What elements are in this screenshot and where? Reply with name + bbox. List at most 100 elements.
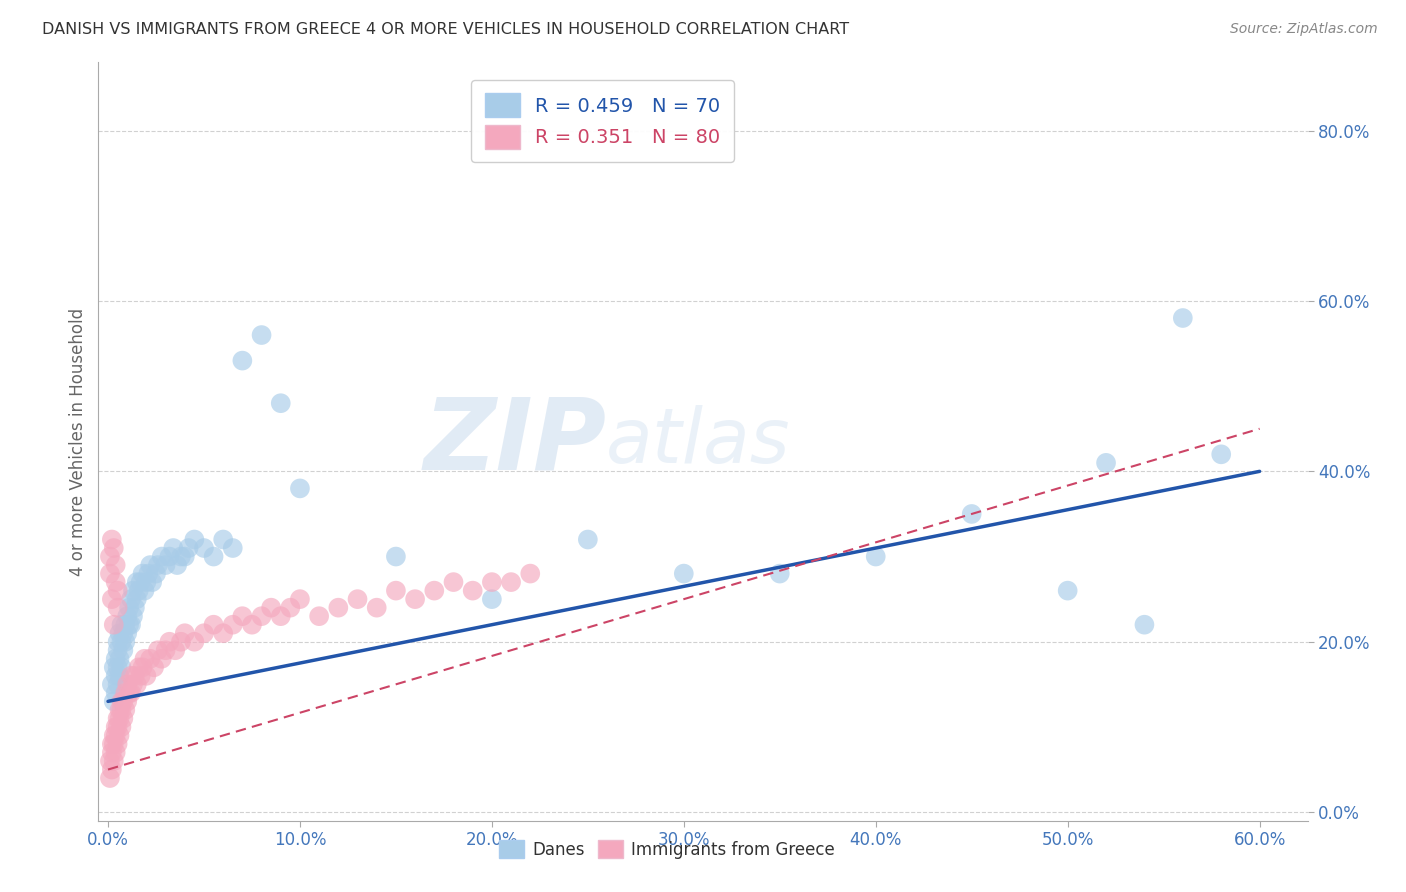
Point <box>108 703 131 717</box>
Point <box>114 617 136 632</box>
Point <box>128 660 150 674</box>
Point <box>134 583 156 598</box>
Point <box>103 737 125 751</box>
Point <box>135 575 157 590</box>
Point <box>143 660 166 674</box>
Point <box>131 566 153 581</box>
Point <box>107 660 129 674</box>
Point <box>114 703 136 717</box>
Point <box>270 609 292 624</box>
Point <box>129 669 152 683</box>
Point <box>104 652 127 666</box>
Point <box>104 558 127 572</box>
Point <box>120 686 142 700</box>
Point <box>107 583 129 598</box>
Point <box>202 549 225 564</box>
Legend: Danes, Immigrants from Greece: Danes, Immigrants from Greece <box>492 833 842 865</box>
Point <box>110 694 132 708</box>
Point <box>960 507 983 521</box>
Point <box>222 541 245 555</box>
Point <box>125 575 148 590</box>
Point <box>193 626 215 640</box>
Point <box>122 677 145 691</box>
Point <box>118 600 141 615</box>
Point <box>115 677 138 691</box>
Point <box>108 711 131 725</box>
Point <box>260 600 283 615</box>
Point <box>280 600 302 615</box>
Point <box>108 669 131 683</box>
Point <box>101 737 124 751</box>
Point <box>103 541 125 555</box>
Point <box>1095 456 1118 470</box>
Point <box>385 583 408 598</box>
Point <box>443 575 465 590</box>
Point <box>165 643 187 657</box>
Point <box>150 549 173 564</box>
Point <box>222 617 245 632</box>
Point <box>865 549 887 564</box>
Point <box>212 626 235 640</box>
Point <box>146 643 169 657</box>
Point <box>112 694 135 708</box>
Point <box>122 583 145 598</box>
Point <box>328 600 350 615</box>
Point <box>104 746 127 760</box>
Point <box>108 626 131 640</box>
Point <box>103 728 125 742</box>
Point <box>101 763 124 777</box>
Point <box>150 652 173 666</box>
Point <box>110 617 132 632</box>
Point <box>139 558 162 572</box>
Point <box>107 677 129 691</box>
Point <box>270 396 292 410</box>
Point <box>98 566 121 581</box>
Point <box>672 566 695 581</box>
Point <box>115 609 138 624</box>
Point <box>104 728 127 742</box>
Point <box>112 711 135 725</box>
Point <box>250 328 273 343</box>
Point <box>112 643 135 657</box>
Point <box>101 533 124 547</box>
Point <box>134 652 156 666</box>
Point <box>110 720 132 734</box>
Point <box>183 634 205 648</box>
Point <box>103 694 125 708</box>
Point <box>125 677 148 691</box>
Y-axis label: 4 or more Vehicles in Household: 4 or more Vehicles in Household <box>69 308 87 575</box>
Point <box>499 575 522 590</box>
Point <box>103 754 125 768</box>
Point <box>366 600 388 615</box>
Point <box>108 652 131 666</box>
Point <box>104 575 127 590</box>
Point <box>231 609 253 624</box>
Point <box>346 592 368 607</box>
Point <box>308 609 330 624</box>
Point <box>193 541 215 555</box>
Point <box>118 617 141 632</box>
Point <box>212 533 235 547</box>
Point <box>240 617 263 632</box>
Point <box>288 482 311 496</box>
Point <box>159 549 181 564</box>
Point <box>107 600 129 615</box>
Point <box>155 558 177 572</box>
Point <box>177 541 200 555</box>
Point <box>202 617 225 632</box>
Point <box>155 643 177 657</box>
Point <box>103 617 125 632</box>
Point <box>110 634 132 648</box>
Point <box>110 660 132 674</box>
Point <box>145 566 167 581</box>
Point <box>135 669 157 683</box>
Point <box>107 634 129 648</box>
Point <box>120 669 142 683</box>
Point <box>139 652 162 666</box>
Point <box>173 549 195 564</box>
Point <box>120 617 142 632</box>
Point <box>115 626 138 640</box>
Point <box>125 592 148 607</box>
Point <box>104 686 127 700</box>
Point <box>124 600 146 615</box>
